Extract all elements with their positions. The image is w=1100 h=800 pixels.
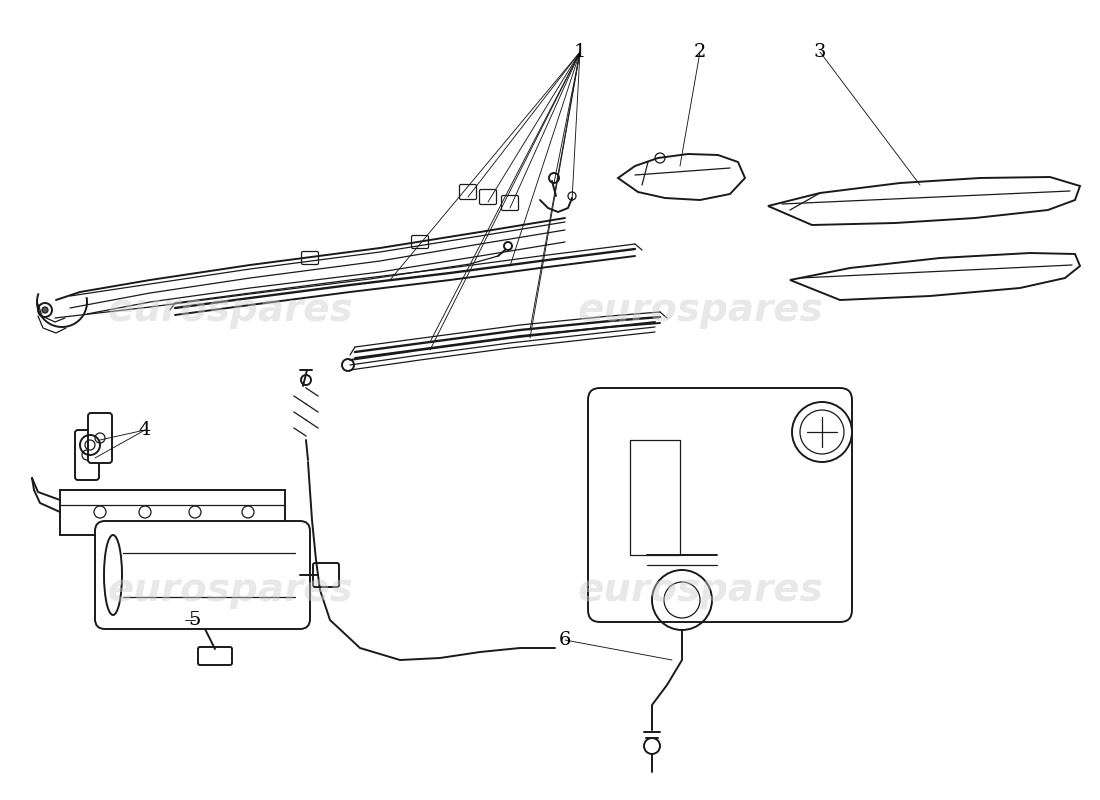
Circle shape (42, 307, 48, 313)
Text: 4: 4 (139, 421, 151, 439)
FancyBboxPatch shape (502, 195, 518, 210)
Text: 6: 6 (559, 631, 571, 649)
FancyBboxPatch shape (198, 647, 232, 665)
Text: 5: 5 (189, 611, 201, 629)
FancyBboxPatch shape (95, 521, 310, 629)
FancyBboxPatch shape (88, 413, 112, 463)
Text: eurospares: eurospares (107, 571, 353, 609)
FancyBboxPatch shape (588, 388, 852, 622)
FancyBboxPatch shape (75, 430, 99, 480)
FancyBboxPatch shape (480, 190, 496, 205)
Text: 1: 1 (574, 43, 586, 61)
Polygon shape (790, 253, 1080, 300)
Text: 3: 3 (814, 43, 826, 61)
Polygon shape (768, 177, 1080, 225)
FancyBboxPatch shape (460, 185, 476, 199)
Polygon shape (618, 154, 745, 200)
Text: 2: 2 (694, 43, 706, 61)
Text: eurospares: eurospares (107, 291, 353, 329)
Polygon shape (60, 490, 285, 535)
FancyBboxPatch shape (314, 563, 339, 587)
Ellipse shape (104, 535, 122, 615)
Text: eurospares: eurospares (578, 291, 823, 329)
FancyBboxPatch shape (411, 235, 429, 249)
Text: eurospares: eurospares (578, 571, 823, 609)
FancyBboxPatch shape (301, 251, 319, 265)
